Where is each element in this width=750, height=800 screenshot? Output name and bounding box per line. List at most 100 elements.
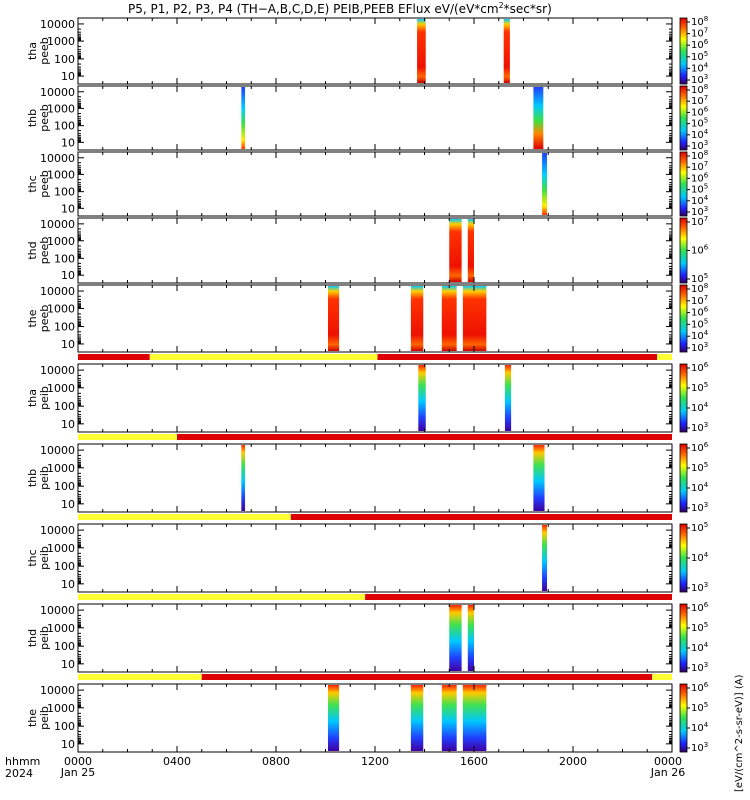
colorbar-thd-peib (679, 603, 688, 673)
time-tick-2: 0800 (262, 755, 290, 768)
time-tick-6: 0000 (654, 755, 682, 768)
colorbar-tick-label: 104 (691, 481, 709, 494)
colorbar-tick-label: 103 (691, 139, 708, 152)
y-tick-label: 10000 (40, 152, 75, 165)
colorbar-tick-label: 104 (691, 61, 709, 74)
y-tick-label: 10000 (40, 285, 75, 298)
panel-probe-label: tha (26, 42, 39, 60)
y-tick-label: 10 (61, 738, 75, 751)
spectrogram-block-the-peeb-0 (327, 286, 340, 351)
colorbar-tha-peeb (679, 17, 688, 85)
colorbar-tick-label: 105 (691, 272, 708, 285)
colorbar-tick-label: 105 (691, 183, 708, 196)
spectrogram-block-tha-peib-1 (504, 365, 512, 431)
mode-bar-segment-tha-peib-3 (657, 354, 672, 360)
colorbar-tick-label: 103 (691, 421, 708, 434)
y-tick-label: 10 (61, 70, 75, 83)
y-tick-label: 100 (54, 186, 75, 199)
colorbar-tick-label: 108 (691, 149, 708, 162)
spectrogram-block-thb-peeb-0 (241, 87, 246, 149)
time-axis-hhmm-label: hhmm (5, 755, 40, 768)
y-tick-label: 1000 (47, 102, 75, 115)
spectrogram-block-thc-peeb-0 (542, 153, 548, 215)
y-tick-label: 10 (61, 498, 75, 511)
mode-bar-segment-thd-peib-1 (365, 594, 672, 600)
colorbar-tick-label: 105 (691, 621, 708, 634)
panel-frame-tha-peeb (77, 17, 673, 85)
panel-thd-peeb: 10000 1000 100 10 thd peeb 107 106 105 (26, 215, 709, 285)
colorbar-tick-label: 103 (691, 501, 708, 514)
colorbar-tick-label: 104 (691, 641, 709, 654)
time-tick-1: 0400 (163, 755, 191, 768)
y-tick-label: 10 (61, 202, 75, 215)
spectrogram-block-the-peib-2 (441, 685, 457, 751)
colorbar-the-peeb (679, 284, 688, 353)
colorbar-tick-label: 105 (691, 381, 708, 394)
time-axis-year-label: 2024 (5, 767, 33, 780)
colorbar-tick-label: 107 (691, 94, 708, 107)
colorbar-thc-peib (679, 523, 688, 593)
panel-frame-thb-peeb (77, 85, 673, 151)
spectrogram-block-thb-peib-0 (241, 445, 246, 511)
panel-probe-label: the (26, 709, 39, 727)
panel-instrument-label: peib (38, 626, 51, 650)
colorbar-tick-label: 107 (691, 160, 708, 173)
mode-bar-segment-the-peib-1 (201, 674, 653, 680)
colorbar-tick-label: 106 (691, 306, 709, 319)
time-tick-3: 1200 (361, 755, 389, 768)
colorbar-tick-label: 103 (691, 341, 708, 354)
colorbar-tick-label: 105 (691, 50, 708, 63)
panel-the-peib: 10000 1000 100 10 the peib 106 105 104 103 (26, 674, 709, 754)
mode-bar-segment-tha-peib-1 (149, 354, 378, 360)
colorbar-tick-label: 106 (691, 681, 709, 694)
colorbar-the-peib (679, 683, 688, 753)
panel-thb-peib: 10000 1000 100 10 thb peib 106 105 104 103 (26, 434, 709, 514)
y-tick-label: 100 (54, 560, 75, 573)
y-tick-label: 10 (61, 578, 75, 591)
spectrogram-block-thd-peib-1 (467, 605, 474, 671)
y-tick-label: 100 (54, 720, 75, 733)
colorbar-tha-peib (679, 363, 688, 433)
y-tick-label: 1000 (47, 168, 75, 181)
mode-bar-segment-thc-peib-1 (290, 514, 672, 520)
colorbar-tick-label: 104 (691, 128, 709, 141)
panel-frame-thb-peib (77, 443, 673, 513)
y-tick-label: 100 (54, 120, 75, 133)
spectrogram-block-the-peib-0 (327, 685, 340, 751)
spectrogram-block-the-peeb-3 (462, 286, 487, 351)
y-tick-label: 100 (54, 252, 75, 265)
panel-instrument-label: peeb (38, 104, 51, 132)
y-tick-label: 10 (61, 136, 75, 149)
y-tick-label: 10 (61, 269, 75, 282)
colorbar-tick-label: 105 (691, 521, 708, 534)
y-tick-label: 10000 (40, 444, 75, 457)
panel-probe-label: thd (26, 241, 39, 259)
y-tick-label: 1000 (47, 622, 75, 635)
panel-tha-peib: 10000 1000 100 10 tha peib 106 105 104 103 (26, 354, 709, 434)
colorbar-tick-label: 105 (691, 117, 708, 130)
colorbar-tick-label: 103 (691, 73, 708, 86)
y-tick-label: 1000 (47, 702, 75, 715)
spectrogram-block-the-peib-1 (410, 685, 424, 751)
mode-bar-segment-the-peib-2 (652, 674, 672, 680)
time-tick-0: 0000 (64, 755, 92, 768)
date-label-start: Jan 25 (60, 766, 95, 779)
y-tick-label: 10 (61, 418, 75, 431)
colorbar-tick-label: 106 (691, 601, 709, 614)
colorbar-tick-label: 106 (691, 38, 709, 51)
y-tick-label: 1000 (47, 35, 75, 48)
panel-probe-label: thb (26, 109, 39, 127)
colorbar-tick-label: 107 (691, 27, 708, 40)
y-tick-label: 10000 (40, 684, 75, 697)
colorbar-tick-label: 104 (691, 551, 709, 564)
colorbar-tick-label: 103 (691, 741, 708, 754)
mode-bar-segment-tha-peib-2 (377, 354, 658, 360)
colorbar-tick-label: 104 (691, 401, 709, 414)
y-tick-label: 1000 (47, 382, 75, 395)
panel-frame-thc-peib (77, 523, 673, 593)
mode-bar-segment-the-peib-0 (78, 674, 202, 680)
y-tick-label: 100 (54, 321, 75, 334)
colorbar-thb-peeb (679, 85, 688, 151)
